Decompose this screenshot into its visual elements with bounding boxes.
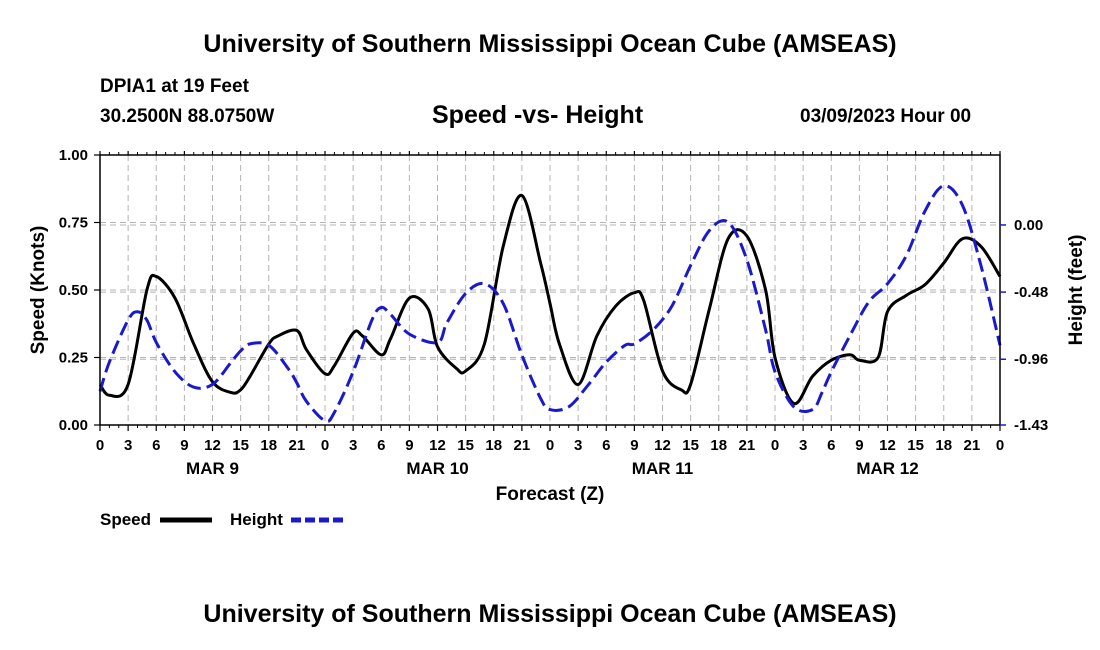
day-label: MAR 9 [186, 459, 239, 478]
x-tick-label: 21 [739, 437, 756, 454]
x-tick-label: 15 [232, 437, 249, 454]
y-tick-label: 1.00 [59, 147, 88, 164]
x-tick-label: 12 [204, 437, 221, 454]
day-label: MAR 12 [856, 459, 918, 478]
legend-label-speed: Speed [100, 510, 151, 529]
x-tick-label: 18 [935, 437, 952, 454]
x-tick-label: 0 [321, 437, 329, 454]
x-tick-label: 3 [124, 437, 132, 454]
chart-title: Speed -vs- Height [432, 101, 644, 129]
y-axis-label: Speed (Knots) [28, 226, 49, 355]
x-tick-label: 6 [152, 437, 160, 454]
x-tick-label: 15 [907, 437, 924, 454]
x-tick-label: 12 [654, 437, 671, 454]
page-title: University of Southern Mississippi Ocean… [203, 30, 897, 58]
day-label: MAR 11 [632, 459, 693, 478]
y-tick-label: 0.25 [59, 350, 88, 367]
x-tick-label: 15 [457, 437, 474, 454]
tick-layer [94, 151, 1006, 431]
x-tick-label: 21 [964, 437, 981, 454]
x-tick-label: 0 [96, 437, 104, 454]
series-line-height [98, 184, 1002, 423]
x-tick-label: 6 [377, 437, 385, 454]
x-tick-label: 3 [349, 437, 357, 454]
x-tick-label: 9 [855, 437, 863, 454]
legend: Speed Height [100, 510, 343, 529]
y-tick-label: 0.75 [59, 215, 88, 232]
x-axis-label: Forecast (Z) [496, 484, 605, 505]
x-tick-label: 9 [630, 437, 638, 454]
x-tick-label: 6 [602, 437, 610, 454]
label-layer: Forecast (Z) Speed (Knots) Height (feet)… [28, 147, 1087, 505]
y-tick-label: 0.00 [59, 417, 88, 434]
y2-tick-label: -0.48 [1014, 284, 1048, 301]
x-tick-label: 9 [180, 437, 188, 454]
x-tick-label: 0 [546, 437, 554, 454]
x-tick-label: 0 [771, 437, 779, 454]
x-tick-label: 12 [879, 437, 896, 454]
x-tick-label: 3 [799, 437, 807, 454]
series-layer [98, 184, 1002, 423]
y-tick-label: 0.50 [59, 282, 88, 299]
x-tick-label: 9 [405, 437, 413, 454]
x-tick-label: 15 [682, 437, 699, 454]
y2-tick-label: -0.96 [1014, 351, 1048, 368]
grid-layer [100, 155, 1000, 425]
station-name: DPIA1 at 19 Feet [100, 76, 249, 97]
y2-axis-label: Height (feet) [1066, 235, 1087, 346]
x-tick-label: 12 [429, 437, 446, 454]
y2-tick-label: 0.00 [1014, 217, 1043, 234]
x-tick-label: 3 [574, 437, 582, 454]
day-label: MAR 10 [406, 459, 468, 478]
footer-title: University of Southern Mississippi Ocean… [203, 600, 897, 628]
legend-label-height: Height [230, 510, 283, 529]
forecast-date: 03/09/2023 Hour 00 [800, 106, 972, 127]
x-tick-label: 21 [289, 437, 306, 454]
station-coordinates: 30.2500N 88.0750W [100, 106, 275, 127]
x-tick-label: 18 [710, 437, 727, 454]
x-tick-label: 21 [514, 437, 531, 454]
x-tick-label: 0 [996, 437, 1004, 454]
y2-tick-label: -1.43 [1014, 417, 1048, 434]
x-tick-label: 6 [827, 437, 835, 454]
x-tick-label: 18 [485, 437, 502, 454]
x-tick-label: 18 [260, 437, 277, 454]
